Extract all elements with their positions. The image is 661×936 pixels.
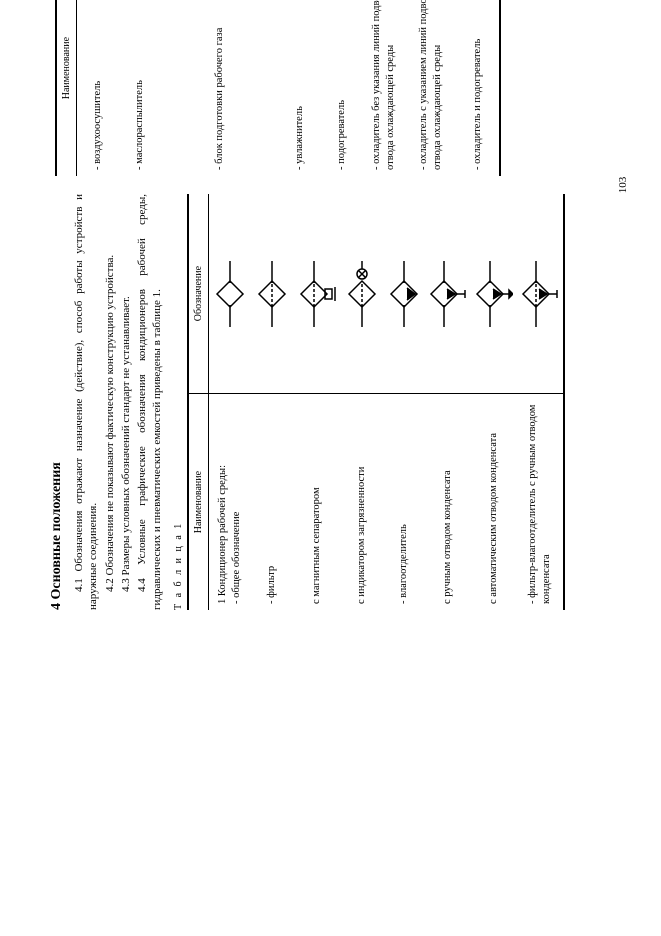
row-label: - подогреватель <box>321 0 363 176</box>
row-sublabel: - общее обозначение <box>231 512 242 604</box>
symbol-manual-drain <box>425 194 471 394</box>
table1-left: Наименование Обозначение 1 Кондиционер р… <box>187 194 565 610</box>
para-41: 4.1 Обозначения отражают назначение (дей… <box>72 194 101 610</box>
table-row: - фильтр <box>251 194 293 610</box>
table-row: - фильтр-влагоотделитель с ручным отводо… <box>517 194 564 610</box>
row-label: - увлажнитель <box>279 0 321 176</box>
table-row: с автоматическим отводом конденсата <box>471 194 517 610</box>
row-label: - влагоотделитель <box>383 394 425 610</box>
table-row: - воздухоосушитель <box>77 0 120 176</box>
table-row: с ручным отводом конденсата <box>425 194 471 610</box>
para-42: 4.2 Обозначения не показывают фактическу… <box>103 194 117 610</box>
table-row: с магнитным сепаратором <box>293 194 341 610</box>
symbol-moisture-separator <box>383 194 425 394</box>
row-label: с индикатором загрязнен­ности <box>341 394 383 610</box>
row-label: - охладитель без указания линий подвода … <box>363 0 405 176</box>
row-label: - фильтр-влагоотделитель с ручным отводо… <box>517 394 564 610</box>
section-number: 4 <box>49 603 64 610</box>
row-label: - охладитель с указанием линий подвода и… <box>405 0 457 176</box>
table-row: 1 Кондиционер рабочей среды:- общее обоз… <box>208 194 251 610</box>
row-label: с автоматическим отводом конденсата <box>471 394 517 610</box>
section-title: 4 Основные положения <box>48 194 66 610</box>
para-43: 4.3 Размеры условных обозначений стандар… <box>119 194 133 610</box>
th-name: Наименование <box>188 394 209 610</box>
left-column: 4 Основные положения 4.1 Обозначения отр… <box>40 194 565 610</box>
symbol-contamination-indicator <box>341 194 383 394</box>
page-number-center: 103 <box>616 177 630 194</box>
row-label: - блок подготовки рабочего газа <box>161 0 279 176</box>
table-row: - увлажнитель <box>279 0 321 176</box>
row-label: 1 Кондиционер рабочей среды: <box>217 465 228 604</box>
table-row: - охладитель и подогреватель <box>457 0 500 176</box>
table1-label: Т а б л и ц а 1 <box>172 194 185 610</box>
symbol-filter <box>251 194 293 394</box>
table-row: - подогреватель <box>321 0 363 176</box>
right-column: Продолжение таблицы 1 Наименование Обозн… <box>40 0 565 176</box>
table-row: - охладитель без указания линий подвода … <box>363 0 405 176</box>
table-row: - охладитель с указанием линий подвода и… <box>405 0 457 176</box>
symbol-magnetic-separator <box>293 194 341 394</box>
row-label: - воздухоосушитель <box>77 0 120 176</box>
table-row: - маслораспылитель <box>119 0 161 176</box>
table1-cont-label: Продолжение таблицы 1 <box>40 0 53 176</box>
para-44: 4.4 Условные графические обозначения кон… <box>135 194 164 610</box>
section-title-text: Основные положения <box>49 462 64 599</box>
row-label: - охладитель и подогреватель <box>457 0 500 176</box>
row-label: - маслораспылитель <box>119 0 161 176</box>
symbol-general <box>208 194 251 394</box>
row-label: с ручным отводом конденсата <box>425 394 471 610</box>
symbol-filter-moisture-manual <box>517 194 564 394</box>
table-row: с индикатором загрязнен­ности <box>341 194 383 610</box>
th-name-r: Наименование <box>56 0 77 176</box>
table1-right: Наименование Обозначение - воздухоосушит… <box>55 0 501 176</box>
symbol-auto-drain <box>471 194 517 394</box>
table-row: - блок подготовки рабочего газа Детально… <box>161 0 279 176</box>
table-row: - влагоотделитель <box>383 194 425 610</box>
row-label: - фильтр <box>251 394 293 610</box>
th-symbol: Обозначение <box>188 194 209 394</box>
row-label: с магнитным сепаратором <box>293 394 341 610</box>
